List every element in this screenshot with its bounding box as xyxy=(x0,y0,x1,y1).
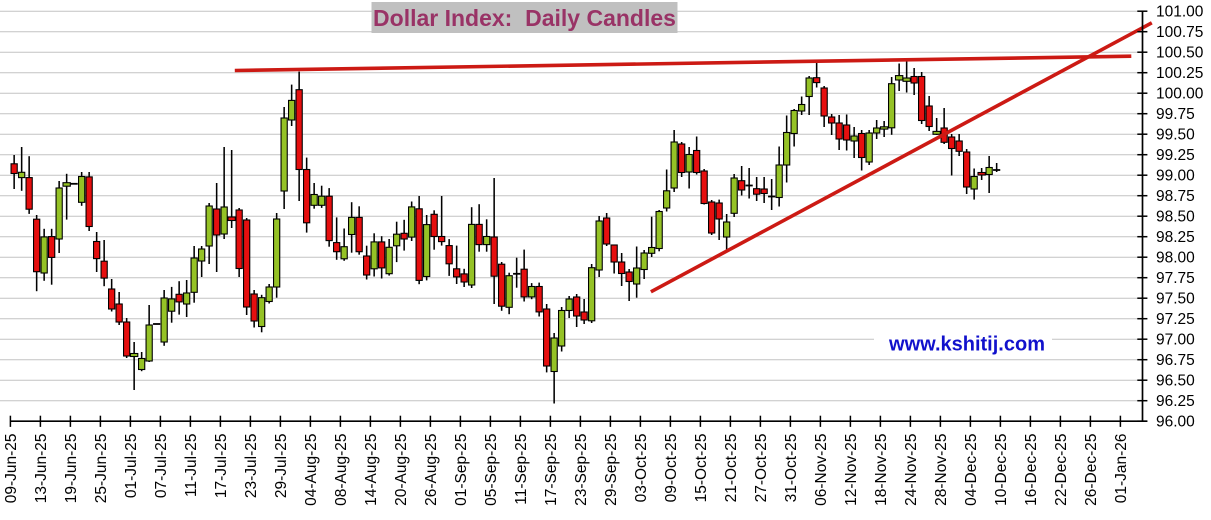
svg-text:100.00: 100.00 xyxy=(1156,86,1204,103)
svg-text:20-Aug-25: 20-Aug-25 xyxy=(393,434,410,506)
svg-text:09-Jun-25: 09-Jun-25 xyxy=(3,434,20,504)
svg-text:Dollar Index: Daily Candles: Dollar Index: Daily Candles xyxy=(373,5,676,31)
svg-text:24-Nov-25: 24-Nov-25 xyxy=(903,434,920,506)
svg-text:97.50: 97.50 xyxy=(1156,291,1195,308)
svg-text:22-Dec-25: 22-Dec-25 xyxy=(1053,434,1070,506)
svg-text:97.00: 97.00 xyxy=(1156,332,1195,349)
svg-text:96.50: 96.50 xyxy=(1156,373,1195,390)
svg-text:97.75: 97.75 xyxy=(1156,270,1195,287)
svg-text:96.25: 96.25 xyxy=(1156,393,1195,410)
svg-text:26-Aug-25: 26-Aug-25 xyxy=(423,434,440,506)
svg-text:28-Nov-25: 28-Nov-25 xyxy=(933,434,950,506)
svg-text:05-Sep-25: 05-Sep-25 xyxy=(483,434,500,506)
svg-text:23-Sep-25: 23-Sep-25 xyxy=(573,434,590,506)
svg-text:21-Oct-25: 21-Oct-25 xyxy=(723,434,740,503)
svg-text:17-Sep-25: 17-Sep-25 xyxy=(543,434,560,506)
svg-text:99.25: 99.25 xyxy=(1156,147,1195,164)
svg-text:11-Jul-25: 11-Jul-25 xyxy=(183,434,200,497)
svg-text:www.kshitij.com: www.kshitij.com xyxy=(888,334,1045,356)
svg-text:99.75: 99.75 xyxy=(1156,106,1195,123)
svg-text:100.75: 100.75 xyxy=(1156,24,1203,41)
svg-text:01-Sep-25: 01-Sep-25 xyxy=(453,434,470,506)
svg-text:99.50: 99.50 xyxy=(1156,127,1195,144)
svg-text:100.50: 100.50 xyxy=(1156,45,1204,62)
svg-text:04-Dec-25: 04-Dec-25 xyxy=(963,434,980,506)
svg-text:23-Jul-25: 23-Jul-25 xyxy=(243,434,260,499)
svg-text:14-Aug-25: 14-Aug-25 xyxy=(363,434,380,506)
svg-text:10-Dec-25: 10-Dec-25 xyxy=(993,434,1010,506)
svg-text:01-Jul-25: 01-Jul-25 xyxy=(123,434,140,499)
svg-text:19-Jun-25: 19-Jun-25 xyxy=(63,434,80,504)
svg-text:09-Oct-25: 09-Oct-25 xyxy=(663,434,680,503)
svg-text:27-Oct-25: 27-Oct-25 xyxy=(753,434,770,503)
svg-text:29-Jul-25: 29-Jul-25 xyxy=(273,434,290,499)
svg-text:98.50: 98.50 xyxy=(1156,209,1195,226)
svg-text:11-Sep-25: 11-Sep-25 xyxy=(513,434,530,505)
svg-text:29-Sep-25: 29-Sep-25 xyxy=(603,434,620,506)
svg-text:26-Dec-25: 26-Dec-25 xyxy=(1083,434,1100,506)
svg-text:98.75: 98.75 xyxy=(1156,188,1195,205)
svg-text:96.75: 96.75 xyxy=(1156,352,1195,369)
svg-text:01-Jan-26: 01-Jan-26 xyxy=(1113,434,1130,504)
svg-text:101.00: 101.00 xyxy=(1156,4,1204,21)
svg-text:08-Aug-25: 08-Aug-25 xyxy=(333,434,350,506)
svg-text:98.25: 98.25 xyxy=(1156,229,1195,246)
svg-text:07-Jul-25: 07-Jul-25 xyxy=(153,434,170,499)
svg-text:04-Aug-25: 04-Aug-25 xyxy=(303,434,320,506)
svg-text:15-Oct-25: 15-Oct-25 xyxy=(693,434,710,503)
svg-text:96.00: 96.00 xyxy=(1156,414,1195,431)
svg-text:12-Nov-25: 12-Nov-25 xyxy=(843,434,860,506)
svg-text:25-Jun-25: 25-Jun-25 xyxy=(93,434,110,504)
svg-text:16-Dec-25: 16-Dec-25 xyxy=(1023,434,1040,506)
svg-text:100.25: 100.25 xyxy=(1156,65,1203,82)
svg-text:13-Jun-25: 13-Jun-25 xyxy=(33,434,50,504)
svg-text:31-Oct-25: 31-Oct-25 xyxy=(783,434,800,503)
svg-text:97.25: 97.25 xyxy=(1156,311,1195,328)
svg-text:06-Nov-25: 06-Nov-25 xyxy=(813,434,830,506)
svg-text:18-Nov-25: 18-Nov-25 xyxy=(873,434,890,506)
svg-text:98.00: 98.00 xyxy=(1156,250,1195,267)
svg-text:03-Oct-25: 03-Oct-25 xyxy=(633,434,650,503)
svg-text:17-Jul-25: 17-Jul-25 xyxy=(213,434,230,499)
svg-text:99.00: 99.00 xyxy=(1156,168,1195,185)
